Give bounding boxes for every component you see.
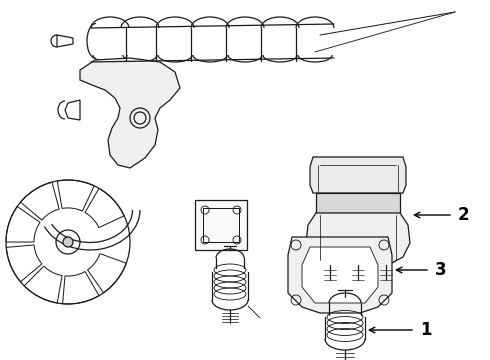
Text: 2: 2: [458, 206, 469, 224]
Polygon shape: [80, 58, 180, 168]
Polygon shape: [316, 193, 400, 213]
Polygon shape: [302, 247, 378, 303]
Polygon shape: [310, 157, 406, 193]
Polygon shape: [306, 213, 410, 265]
Polygon shape: [288, 237, 392, 313]
Circle shape: [63, 237, 73, 247]
Text: 3: 3: [435, 261, 446, 279]
Polygon shape: [195, 200, 247, 250]
Text: 1: 1: [420, 321, 432, 339]
